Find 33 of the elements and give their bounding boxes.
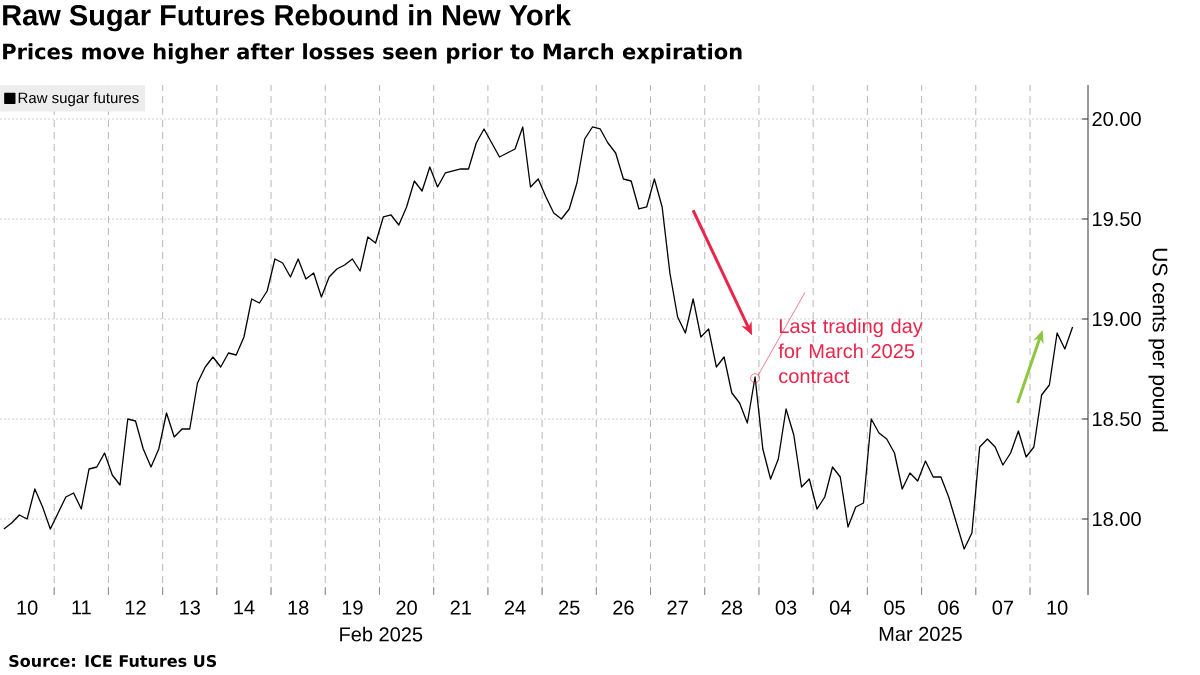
x-tick-label: 04 xyxy=(829,600,851,615)
x-tick-label: 18 xyxy=(288,600,309,615)
x-tick-label: 10 xyxy=(17,600,38,615)
x-tick-label: 25 xyxy=(559,600,580,615)
y-tick-label: 18.00 xyxy=(1093,511,1141,527)
x-tick-label: 27 xyxy=(667,600,688,615)
text: Mar 2025 xyxy=(879,626,962,641)
x-tick-label: 20 xyxy=(396,600,417,615)
x-tick-label: 13 xyxy=(180,600,200,615)
x-tick-label: 14 xyxy=(234,600,255,615)
x-tick-label: 19 xyxy=(342,600,363,615)
y-axis-title: US cents per pound xyxy=(1148,248,1169,432)
x-tick-label: 07 xyxy=(992,600,1014,615)
y-tick-label: 19.50 xyxy=(1093,211,1141,227)
annotation: Last trading day for March 2025 contract xyxy=(778,318,923,384)
x-tick-label: 11 xyxy=(72,600,91,615)
x-tick-label: 06 xyxy=(938,600,959,615)
x-tick-label: 12 xyxy=(125,600,146,615)
chart-subtitle: Prices move higher after losses seen prior to March expiration xyxy=(3,43,742,64)
chart-title: Raw Sugar Futures Rebound in New York xyxy=(3,4,572,32)
x-tick-label: 03 xyxy=(775,600,797,615)
x-tick-label: 24 xyxy=(504,600,526,615)
text: Feb 2025 xyxy=(340,626,423,642)
y-tick-label: 18.50 xyxy=(1093,411,1141,427)
x-tick-label: 28 xyxy=(721,600,743,615)
x-tick-label: 26 xyxy=(613,600,634,615)
x-tick-label: 05 xyxy=(884,600,905,615)
y-tick-label: 19.00 xyxy=(1093,311,1141,327)
y-tick-label: 20.00 xyxy=(1092,111,1141,127)
legend-label: Raw sugar futures xyxy=(18,92,139,107)
x-tick-label: 21 xyxy=(450,600,471,615)
x-tick-label: 10 xyxy=(1047,600,1068,615)
source-note: Source: ICE Futures US xyxy=(9,654,217,668)
